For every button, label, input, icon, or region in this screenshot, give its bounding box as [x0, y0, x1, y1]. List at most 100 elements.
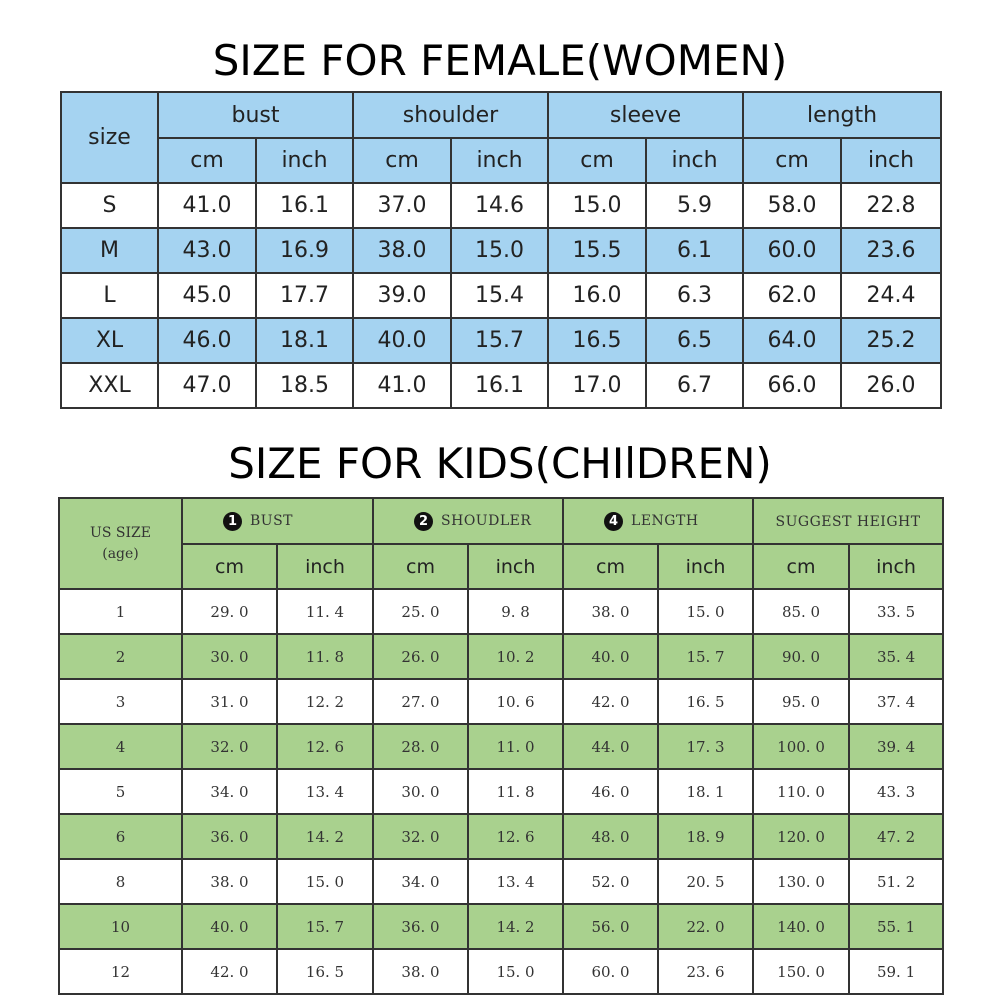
- women-header-row: size bust shoulder sleeve length: [60, 91, 943, 184]
- kids-value-cell: 13. 4: [275, 768, 375, 815]
- kids-value-cell: 38. 0: [181, 858, 278, 905]
- kids-table-row: 8 38. 0 15. 0 34. 0 13. 4 52. 0 20. 5 130. 0 51.…: [58, 858, 945, 905]
- women-value-cell: 16.9: [255, 227, 354, 274]
- kids-value-cell: 14. 2: [275, 813, 375, 860]
- kids-group-height-label: SUGGEST HEIGHT: [775, 514, 921, 530]
- kids-age-label: (age): [102, 545, 139, 562]
- kids-value-cell: 15. 7: [657, 633, 755, 680]
- women-value-cell: 16.0: [547, 272, 647, 319]
- women-value-cell: 45.0: [157, 272, 257, 319]
- unit-inch: inch: [255, 137, 354, 184]
- women-value-cell: 66.0: [742, 362, 843, 409]
- unit-cm: cm: [562, 543, 660, 590]
- kids-value-cell: 22. 0: [657, 903, 755, 950]
- kids-value-cell: 11. 4: [275, 588, 375, 635]
- women-value-cell: 62.0: [742, 272, 843, 319]
- kids-table-row: 12 42. 0 16. 5 38. 0 15. 0 60. 0 23. 6 150. 0 59…: [58, 948, 945, 995]
- women-table-row: S 41.0 16.1 37.0 14.6 15.0 5.9 58.0 22.8: [60, 182, 943, 229]
- unit-inch: inch: [848, 543, 945, 590]
- unit-cm: cm: [742, 137, 843, 184]
- women-value-cell: 41.0: [157, 182, 257, 229]
- kids-size-cell: 8: [58, 858, 183, 905]
- women-value-cell: 37.0: [352, 182, 452, 229]
- kids-size-header: US SIZE (age): [58, 497, 183, 590]
- women-value-cell: 15.4: [450, 272, 549, 319]
- kids-value-cell: 20. 5: [657, 858, 755, 905]
- women-value-cell: 5.9: [644, 182, 745, 229]
- kids-value-cell: 59. 1: [848, 948, 945, 995]
- women-value-cell: 38.0: [352, 227, 452, 274]
- women-value-cell: 46.0: [157, 317, 257, 364]
- women-size-title: SIZE FOR FEMALE(WOMEN): [212, 36, 788, 85]
- kids-table-row: 5 34. 0 13. 4 30. 0 11. 8 46. 0 18. 1 110. 0 43.…: [58, 768, 945, 815]
- kids-value-cell: 30. 0: [372, 768, 470, 815]
- women-value-cell: 40.0: [352, 317, 452, 364]
- women-size-cell: XL: [60, 317, 159, 364]
- kids-size-cell: 12: [58, 948, 183, 995]
- women-value-cell: 6.3: [644, 272, 745, 319]
- number-1-icon: 1: [223, 511, 242, 531]
- kids-value-cell: 18. 9: [657, 813, 755, 860]
- women-value-cell: 16.5: [547, 317, 647, 364]
- kids-value-cell: 10. 2: [467, 633, 565, 680]
- kids-value-cell: 34. 0: [181, 768, 278, 815]
- kids-group-bust: 1 BUST: [180, 497, 375, 545]
- kids-group-height: SUGGEST HEIGHT: [752, 497, 945, 545]
- women-value-cell: 25.2: [840, 317, 943, 364]
- kids-value-cell: 15. 0: [657, 588, 755, 635]
- kids-value-cell: 42. 0: [562, 678, 660, 725]
- women-value-cell: 58.0: [742, 182, 843, 229]
- women-group-length: length: [742, 91, 943, 139]
- kids-group-length: 4 LENGTH: [562, 497, 755, 545]
- women-size-cell: XXL: [60, 362, 159, 409]
- women-value-cell: 14.6: [450, 182, 549, 229]
- kids-value-cell: 140. 0: [752, 903, 851, 950]
- women-value-cell: 22.8: [840, 182, 943, 229]
- kids-size-title: SIZE FOR KIDS(CHIlDREN): [228, 439, 772, 488]
- women-value-cell: 60.0: [742, 227, 843, 274]
- kids-group-shoulder-label: SHOUDLER: [441, 513, 532, 530]
- kids-value-cell: 60. 0: [562, 948, 660, 995]
- women-size-table: size bust shoulder sleeve length cm inch…: [60, 91, 943, 409]
- kids-value-cell: 55. 1: [848, 903, 945, 950]
- kids-group-bust-label: BUST: [250, 513, 294, 530]
- kids-value-cell: 130. 0: [752, 858, 851, 905]
- unit-cm: cm: [547, 137, 647, 184]
- number-4-icon: 4: [604, 511, 624, 531]
- kids-size-cell: 5: [58, 768, 183, 815]
- unit-cm: cm: [181, 543, 278, 590]
- unit-inch: inch: [840, 137, 943, 184]
- kids-value-cell: 36. 0: [181, 813, 278, 860]
- women-group-sleeve: sleeve: [546, 91, 745, 139]
- kids-value-cell: 33. 5: [848, 588, 945, 635]
- kids-value-cell: 95. 0: [752, 678, 851, 725]
- kids-value-cell: 15. 0: [275, 858, 375, 905]
- kids-value-cell: 38. 0: [372, 948, 470, 995]
- kids-value-cell: 14. 2: [467, 903, 565, 950]
- kids-value-cell: 42. 0: [181, 948, 278, 995]
- number-2-icon: 2: [414, 511, 434, 531]
- kids-value-cell: 16. 5: [657, 678, 755, 725]
- kids-value-cell: 32. 0: [181, 723, 278, 770]
- kids-table-row: 2 30. 0 11. 8 26. 0 10. 2 40. 0 15. 7 90. 0 35. …: [58, 633, 945, 680]
- women-value-cell: 16.1: [255, 182, 354, 229]
- kids-size-cell: 1: [58, 588, 183, 635]
- women-table-row: M 43.0 16.9 38.0 15.0 15.5 6.1 60.0 23.6: [60, 227, 943, 274]
- women-value-cell: 6.5: [644, 317, 745, 364]
- women-value-cell: 15.0: [450, 227, 549, 274]
- women-group-shoulder: shoulder: [352, 91, 549, 139]
- women-value-cell: 24.4: [840, 272, 943, 319]
- kids-table-row: 1 29. 0 11. 4 25. 0 9. 8 38. 0 15. 0 85. 0 33. 5: [58, 588, 945, 635]
- kids-value-cell: 23. 6: [657, 948, 755, 995]
- kids-value-cell: 18. 1: [657, 768, 755, 815]
- kids-value-cell: 52. 0: [562, 858, 660, 905]
- kids-table-row: 3 31. 0 12. 2 27. 0 10. 6 42. 0 16. 5 95. 0 37. …: [58, 678, 945, 725]
- kids-size-cell: 2: [58, 633, 183, 680]
- kids-value-cell: 27. 0: [372, 678, 470, 725]
- kids-value-cell: 110. 0: [752, 768, 851, 815]
- women-value-cell: 17.0: [547, 362, 647, 409]
- women-value-cell: 26.0: [840, 362, 943, 409]
- women-value-cell: 15.7: [450, 317, 549, 364]
- kids-value-cell: 15. 7: [275, 903, 375, 950]
- kids-value-cell: 46. 0: [562, 768, 660, 815]
